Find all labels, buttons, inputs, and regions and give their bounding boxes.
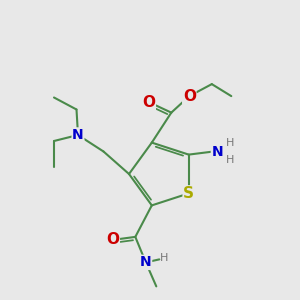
Text: S: S: [183, 186, 194, 201]
Text: O: O: [183, 88, 196, 104]
Text: O: O: [106, 232, 119, 247]
Text: H: H: [160, 253, 168, 263]
Text: H: H: [226, 138, 234, 148]
Text: N: N: [72, 128, 84, 142]
Text: N: N: [212, 145, 223, 159]
Text: N: N: [140, 255, 152, 269]
Text: O: O: [142, 94, 155, 110]
Text: H: H: [226, 155, 234, 165]
